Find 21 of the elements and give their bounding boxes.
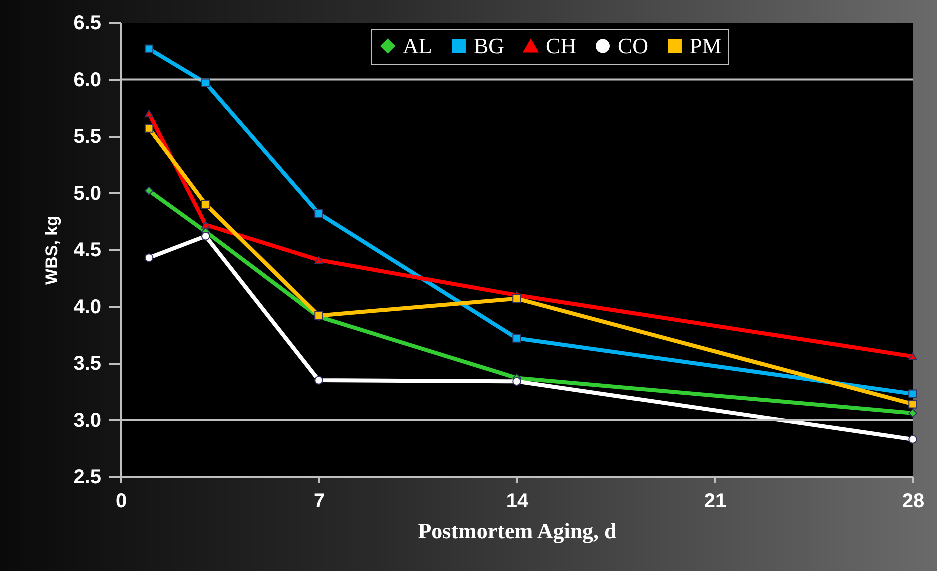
x-tick-label: 0 — [116, 490, 128, 512]
legend-label: PM — [690, 33, 722, 58]
x-axis-title: Postmortem Aging, d — [418, 518, 617, 544]
y-tick-label: 6.0 — [74, 69, 102, 92]
legend-label: AL — [403, 33, 432, 58]
x-tick-label: 21 — [704, 490, 727, 512]
legend-label: CO — [618, 33, 649, 58]
x-tick-label: 7 — [314, 490, 326, 512]
x-tick-label: 28 — [902, 490, 925, 512]
legend-label: CH — [546, 34, 577, 58]
y-tick-label: 3.0 — [74, 410, 102, 432]
y-tick-label: 6.5 — [74, 12, 102, 34]
y-axis-title: WBS, kg — [42, 216, 62, 285]
y-tick-label: 2.5 — [74, 466, 102, 488]
y-tick-label: 3.5 — [74, 353, 102, 375]
y-tick-label: 5.5 — [74, 126, 102, 148]
y-tick-label: 5.0 — [74, 182, 102, 205]
legend-label: BG — [474, 33, 505, 58]
y-tick-label: 4.0 — [74, 296, 102, 318]
x-tick-label: 14 — [506, 490, 530, 512]
y-tick-label: 4.5 — [74, 240, 102, 262]
